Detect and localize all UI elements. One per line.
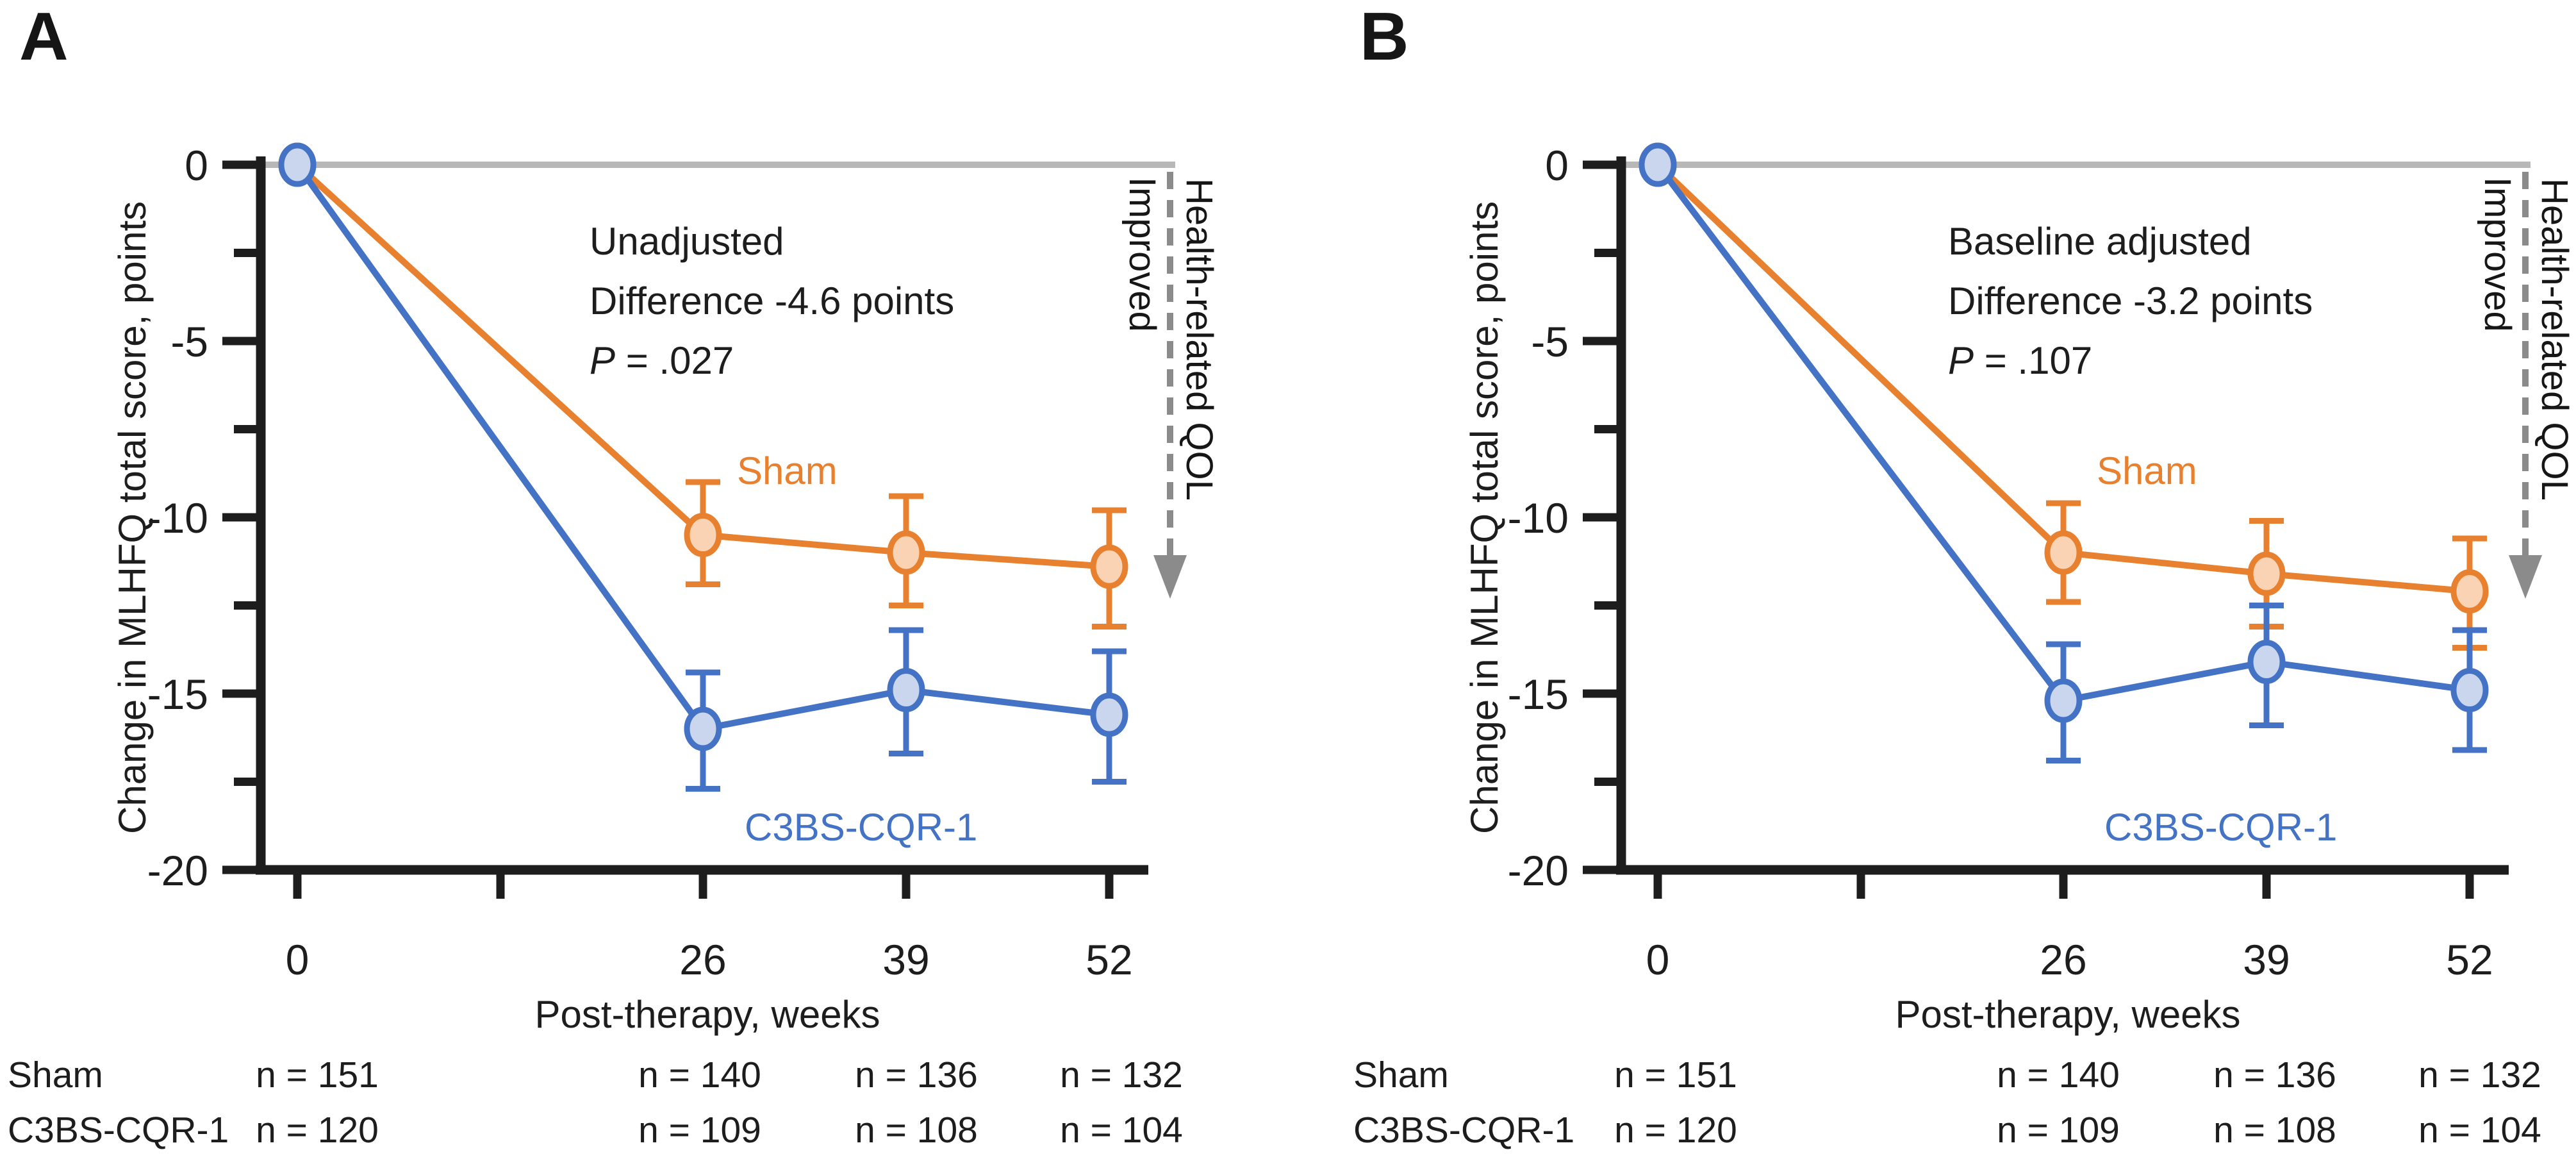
panel-a-improved-arrow-head (1153, 555, 1187, 599)
panel-a-improved-label: Improved (1121, 177, 1163, 332)
panel-a-ntable-row2-n26: n = 109 (638, 1110, 761, 1151)
panel-a-annotation-line1: Unadjusted (590, 220, 784, 263)
panel-a-x-tick-label: 26 (679, 936, 726, 983)
panel-b-ntable-row1-n52: n = 132 (2418, 1055, 2541, 1096)
panel-b-ntable-row2-n0: n = 120 (1614, 1110, 1737, 1151)
panel-a-y-tick-label: -5 (170, 318, 208, 365)
panel-a-marker-sham (1090, 544, 1128, 589)
panel-b-line-sham (1655, 162, 2470, 595)
panel-b-marker-cqr (2247, 640, 2286, 684)
panel-b-y-tick-label: -10 (1508, 494, 1569, 542)
panel-b-marker-sham (2247, 551, 2286, 596)
panel-b-x-tick-label: 0 (1646, 936, 1670, 983)
panel-a-marker-cqr (887, 668, 925, 712)
panel-b-improved-arrow-head (2509, 555, 2542, 599)
panel-a-x-tick-label: 52 (1086, 936, 1132, 983)
panel-a-plot: 0 -5 -10 -15 -20 0 26 39 52 (147, 142, 1187, 983)
panel-a-ntable-row2-n52: n = 104 (1060, 1110, 1183, 1151)
panel-b-ntable-row2-n39: n = 108 (2213, 1110, 2336, 1151)
panel-b-x-tick-label: 26 (2040, 936, 2086, 983)
panel-a-p-symbol: P (590, 339, 616, 382)
panel-a-annotation-line2: Difference -4.6 points (590, 279, 955, 322)
panel-a-ntable-row1-n0: n = 151 (256, 1055, 379, 1096)
panel-b-marker-cqr (1639, 142, 1677, 187)
panel-a-ntable-row1-n52: n = 132 (1060, 1055, 1183, 1096)
panel-b-label: B (1360, 0, 1409, 74)
panel-a-label: A (19, 0, 69, 74)
panel-b-plot: 0 -5 -10 -15 -20 0 26 39 52 (1508, 142, 2542, 983)
panel-a-y-tick-label: -10 (147, 494, 208, 542)
panel-a-ntable-row2-n0: n = 120 (256, 1110, 379, 1151)
panel-a-marker-sham (887, 530, 925, 575)
panel-b-qol-label: Health-related QOL (2534, 178, 2575, 501)
panel-a-ntable-row1-label: Sham (8, 1055, 103, 1096)
panel-b-marker-sham (2044, 530, 2083, 575)
panel-a-annotation-pvalue: P = .027 (590, 331, 954, 390)
panel-a-ntable-row1-n26: n = 140 (638, 1055, 761, 1096)
panel-a-line-cqr (294, 163, 1110, 732)
panel-b-p-value: = .107 (1974, 339, 2093, 382)
panel-a-x-tick-label: 39 (882, 936, 929, 983)
panel-b-y-tick-label: -20 (1508, 847, 1569, 894)
panel-a-sham-series-label: Sham (737, 449, 838, 492)
panel-b-p-symbol: P (1948, 339, 1974, 382)
panel-a-x-tick-label: 0 (286, 936, 310, 983)
panel-a-p-value: = .027 (615, 339, 734, 382)
panel-b-ntable-row2-n52: n = 104 (2418, 1110, 2541, 1151)
panel-b-sham-series-label: Sham (2097, 449, 2197, 492)
panel-b-series-cqr (1639, 142, 2489, 763)
panel-b-y-tick-label: -15 (1508, 671, 1569, 718)
panel-b-ntable-row2-label: C3BS-CQR-1 (1353, 1110, 1575, 1151)
panel-b-ntable-row1-n26: n = 140 (1997, 1055, 2120, 1096)
panel-b-y-axis-title: Change in MLHFQ total score, points (1463, 201, 1506, 834)
panel-b-line-cqr (1655, 162, 2470, 704)
panel-b-annotation: Baseline adjusted Difference -3.2 points… (1948, 212, 2313, 390)
panel-b-marker-sham (2450, 569, 2489, 613)
panel-a-y-tick-label: -15 (147, 671, 208, 718)
panel-b-x-tick-label: 39 (2243, 936, 2290, 983)
panel-b-marker-cqr (2044, 678, 2083, 723)
panel-b-ntable-row2-n26: n = 109 (1997, 1110, 2120, 1151)
panel-a-annotation: Unadjusted Difference -4.6 points P = .0… (590, 212, 954, 390)
panel-b-ntable-row1-label: Sham (1353, 1055, 1449, 1096)
panel-a-marker-cqr (278, 142, 317, 187)
panel-b-y-tick-label: -5 (1531, 318, 1569, 365)
panel-a-ntable-row2-n39: n = 108 (855, 1110, 978, 1151)
panel-a-y-tick-label: 0 (185, 142, 208, 189)
panel-b-x-tick-label: 52 (2446, 936, 2493, 983)
panel-b-improved-label: Improved (2477, 177, 2518, 332)
panel-a-cqr-series-label: C3BS-CQR-1 (745, 806, 978, 849)
panel-b-y-tick-label: 0 (1545, 142, 1569, 189)
panel-a-marker-cqr (684, 706, 722, 751)
panel-a-line-sham (295, 162, 1110, 570)
panel-a-qol-label: Health-related QOL (1178, 178, 1220, 501)
panel-b-ntable-row1-n0: n = 151 (1614, 1055, 1737, 1096)
panel-a-marker-cqr (1090, 692, 1128, 737)
panel-b-annotation-pvalue: P = .107 (1948, 331, 2313, 390)
panel-b-marker-cqr (2450, 668, 2489, 712)
panel-b-x-axis-title: Post-therapy, weeks (1895, 993, 2241, 1036)
panel-a-ntable-row1-n39: n = 136 (855, 1055, 978, 1096)
panel-a-marker-sham (684, 513, 722, 557)
panel-a-y-axis-title: Change in MLHFQ total score, points (111, 201, 154, 834)
panel-b-annotation-line2: Difference -3.2 points (1948, 279, 2313, 322)
panel-b-cqr-series-label: C3BS-CQR-1 (2104, 806, 2338, 849)
panel-a-x-axis-title: Post-therapy, weeks (534, 993, 880, 1036)
panel-b-annotation-line1: Baseline adjusted (1948, 220, 2252, 263)
panel-a-ntable-row2-label: C3BS-CQR-1 (8, 1110, 229, 1151)
panel-a-y-tick-label: -20 (147, 847, 208, 894)
panel-a-series-cqr (278, 142, 1128, 792)
panel-b-ntable-row1-n39: n = 136 (2213, 1055, 2336, 1096)
